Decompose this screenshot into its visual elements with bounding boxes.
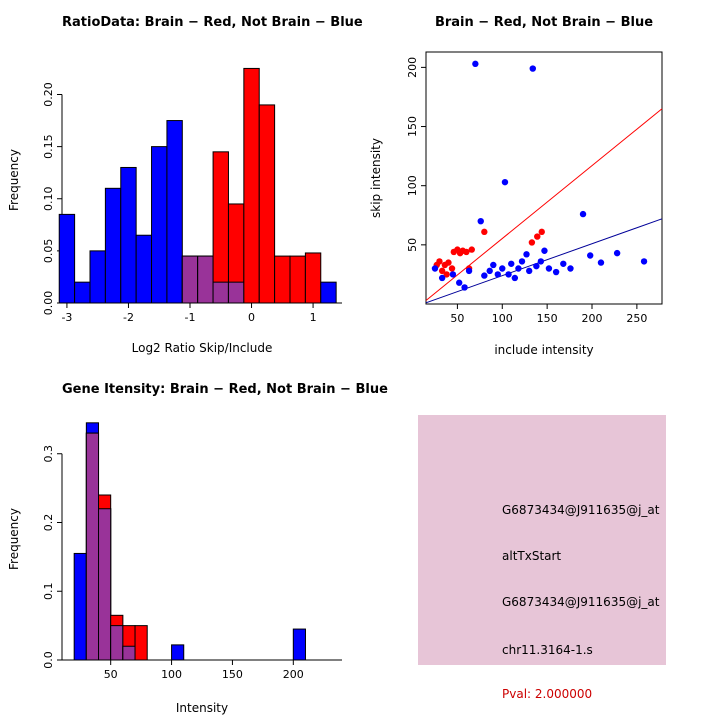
svg-text:0.0: 0.0 — [42, 651, 55, 669]
svg-text:100: 100 — [161, 668, 182, 681]
panel-scatter: Brain − Red, Not Brain − Blue 50 100 150 20… — [360, 0, 720, 360]
svg-text:150: 150 — [222, 668, 243, 681]
info-line-event-type: altTxStart — [502, 549, 562, 563]
svg-text:200: 200 — [582, 312, 603, 325]
scatter-y-axis-label: skip intensity — [369, 138, 383, 218]
ratio-y-axis-label: Frequency — [7, 149, 21, 211]
panel-gene-histogram: Gene Itensity: Brain − Red, Not Brain − … — [0, 360, 388, 720]
ratio-histogram-plot: -3 -2 -1 0 1 0.00 0.05 0.10 0.15 0.20 — [42, 67, 342, 324]
svg-text:0.3: 0.3 — [42, 445, 55, 463]
svg-text:200: 200 — [406, 57, 419, 78]
svg-text:0.05: 0.05 — [42, 239, 55, 264]
svg-text:0.1: 0.1 — [42, 583, 55, 601]
svg-text:0.20: 0.20 — [42, 82, 55, 107]
svg-text:-3: -3 — [61, 311, 72, 324]
svg-text:-1: -1 — [185, 311, 196, 324]
info-line-probe-id-2: G6873434@J911635@j_at — [502, 595, 660, 609]
svg-text:50: 50 — [104, 668, 118, 681]
scatter-title: Brain − Red, Not Brain − Blue — [434, 15, 654, 30]
info-box: G6873434@J911635@j_at altTxStart G687343… — [418, 415, 666, 701]
svg-text:0.00: 0.00 — [42, 291, 55, 316]
ratio-histogram-title: RatioData: Brain − Red, Not Brain − Blue — [62, 15, 363, 30]
gene-y-axis-label: Frequency — [7, 508, 21, 570]
svg-text:150: 150 — [406, 116, 419, 137]
svg-text:250: 250 — [626, 312, 647, 325]
svg-text:150: 150 — [537, 312, 558, 325]
info-line-pval: Pval: 2.000000 — [502, 687, 593, 701]
gene-histogram-title: Gene Itensity: Brain − Red, Not Brain − … — [62, 382, 388, 397]
svg-text:50: 50 — [406, 238, 419, 252]
svg-text:0.15: 0.15 — [42, 134, 55, 159]
info-line-probe-id: G6873434@J911635@j_at — [502, 503, 660, 517]
svg-text:100: 100 — [406, 175, 419, 196]
info-line-locus: chr11.3164-1.s — [502, 643, 593, 657]
panel-ratio-histogram: RatioData: Brain − Red, Not Brain − Blue… — [0, 0, 363, 360]
svg-text:-2: -2 — [123, 311, 134, 324]
scatter-x-axis-label: include intensity — [494, 343, 594, 357]
gene-histogram-plot: 50 100 150 200 0.0 0.1 0.2 0.3 — [42, 422, 342, 681]
ratio-x-axis-label: Log2 Ratio Skip/Include — [131, 341, 273, 355]
svg-text:0: 0 — [248, 311, 255, 324]
svg-text:0.10: 0.10 — [42, 186, 55, 211]
scatter-plot: 50 100 150 200 250 50 100 150 200 — [406, 51, 663, 325]
svg-text:50: 50 — [450, 312, 464, 325]
svg-text:0.2: 0.2 — [42, 514, 55, 532]
svg-text:100: 100 — [492, 312, 513, 325]
svg-text:1: 1 — [310, 311, 317, 324]
panel-info: G6873434@J911635@j_at altTxStart G687343… — [360, 360, 720, 720]
gene-x-axis-label: Intensity — [175, 701, 229, 715]
svg-text:200: 200 — [283, 668, 304, 681]
